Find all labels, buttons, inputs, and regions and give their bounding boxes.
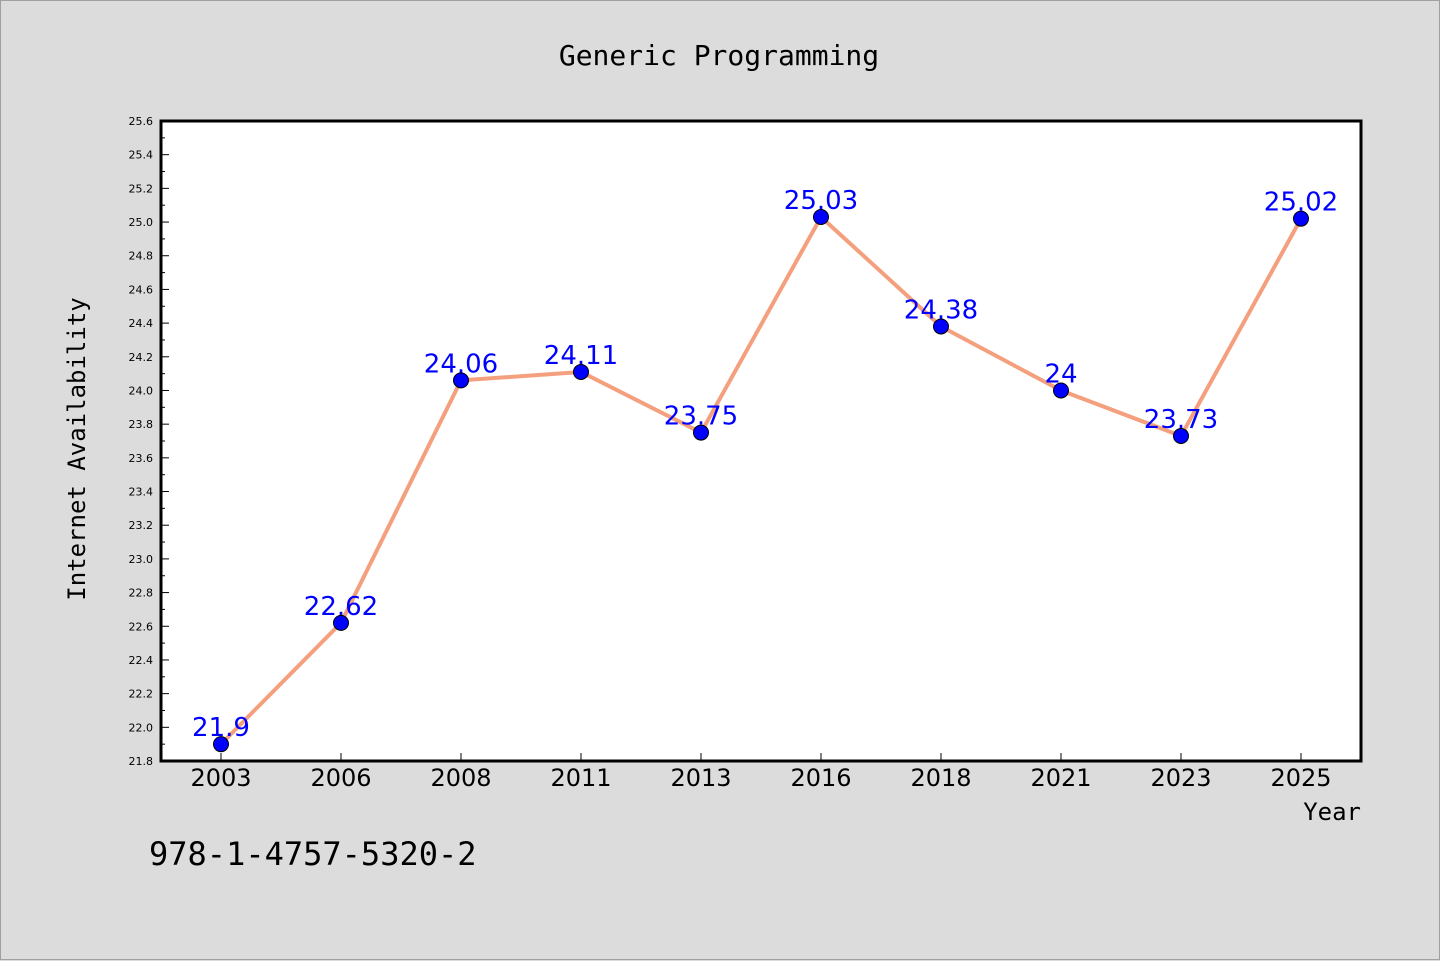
data-point xyxy=(333,614,349,631)
y-tick-label: 24.2 xyxy=(129,351,154,364)
x-tick-label: 2021 xyxy=(1030,764,1091,792)
data-point xyxy=(693,424,709,441)
data-point xyxy=(1173,427,1189,444)
x-tick-label: 2023 xyxy=(1150,764,1211,792)
y-tick-label: 24.4 xyxy=(129,317,154,330)
y-tick-label: 23.6 xyxy=(129,452,154,465)
data-point xyxy=(573,363,589,380)
series-layer: 21.9 22.62 24.06 24.11 23.75 25.03 24.38 24 23.7… xyxy=(192,186,1338,753)
data-label: 24 xyxy=(1044,359,1077,389)
data-point xyxy=(933,318,949,335)
data-label: 21.9 xyxy=(192,713,250,743)
data-point xyxy=(1053,382,1069,399)
y-tick-label: 25.4 xyxy=(129,149,154,162)
data-point xyxy=(1293,210,1309,227)
data-label: 22.62 xyxy=(304,592,378,622)
y-tick-label: 22.2 xyxy=(129,688,154,701)
series-line xyxy=(219,215,1303,746)
data-point xyxy=(453,372,469,389)
x-axis: 2003 2006 2008 2011 2013 2016 2018 2021 2023 2025 xyxy=(190,753,1332,792)
y-tick-label: 22.4 xyxy=(129,654,154,667)
y-tick-label: 25.0 xyxy=(129,216,154,229)
y-axis: 21.8 22.0 22.2 22.4 22.6 22.8 23.0 23.2 23.4 23.6… xyxy=(129,115,169,768)
data-point xyxy=(813,209,829,225)
y-tick-label: 24.6 xyxy=(129,283,154,296)
y-tick-label: 21.8 xyxy=(129,755,154,768)
x-tick-label: 2013 xyxy=(670,764,731,792)
data-label: 25.03 xyxy=(784,186,858,216)
x-tick-label: 2025 xyxy=(1270,764,1331,792)
y-axis-label: Internet Availability xyxy=(63,297,91,600)
y-tick-label: 25.2 xyxy=(129,182,154,195)
x-tick-label: 2011 xyxy=(550,764,611,792)
y-tick-label: 22.0 xyxy=(129,721,154,734)
data-label: 25.02 xyxy=(1264,188,1338,218)
footer-isbn: 978-1-4757-5320-2 xyxy=(149,835,477,873)
y-tick-label: 24.8 xyxy=(129,250,154,263)
x-tick-label: 2016 xyxy=(790,764,851,792)
data-label: 24.38 xyxy=(904,295,978,325)
chart-title: Generic Programming xyxy=(559,39,879,72)
x-tick-label: 2008 xyxy=(430,764,491,792)
data-point xyxy=(213,736,229,753)
x-axis-label: Year xyxy=(1303,798,1361,826)
data-label: 23.73 xyxy=(1144,405,1218,435)
y-tick-label: 25.6 xyxy=(129,115,154,128)
data-label: 23.75 xyxy=(664,402,738,432)
y-tick-label: 23.2 xyxy=(129,519,154,532)
y-tick-label: 24.0 xyxy=(129,384,154,397)
data-label: 24.06 xyxy=(424,349,498,379)
x-tick-label: 2006 xyxy=(310,764,371,792)
y-tick-label: 23.0 xyxy=(129,553,154,566)
x-tick-label: 2003 xyxy=(190,764,251,792)
x-tick-label: 2018 xyxy=(910,764,971,792)
plot-area xyxy=(159,119,1363,763)
y-tick-label: 22.6 xyxy=(129,620,154,633)
data-label: 24.11 xyxy=(544,341,618,371)
y-tick-label: 22.8 xyxy=(129,587,154,600)
y-tick-label: 23.4 xyxy=(129,486,154,499)
y-tick-label: 23.8 xyxy=(129,418,154,431)
